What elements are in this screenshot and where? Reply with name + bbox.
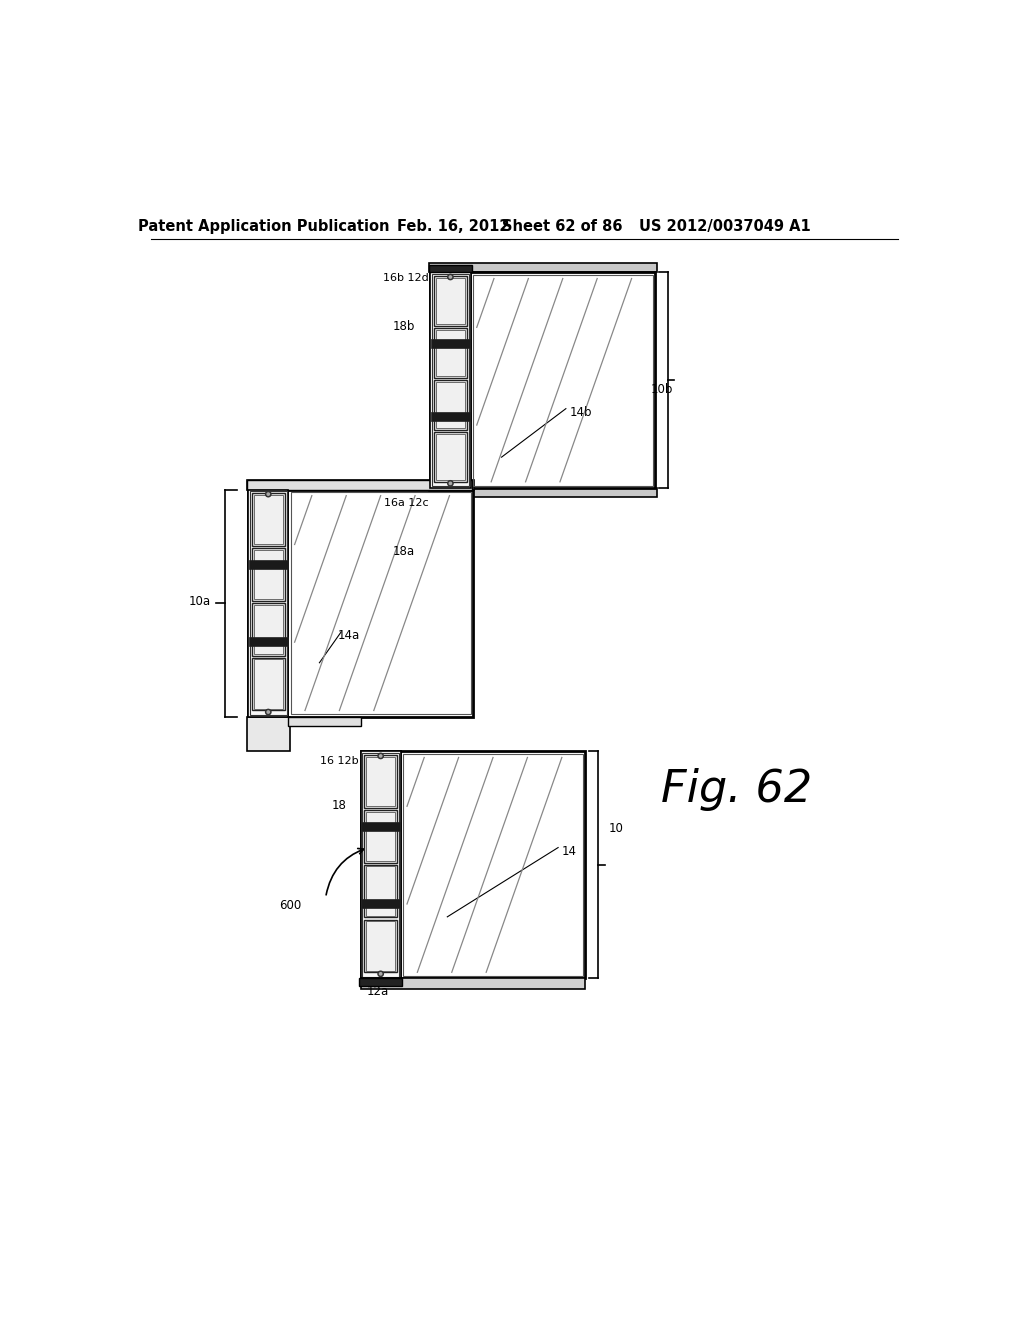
Bar [291, 492, 471, 714]
Bar [254, 605, 283, 655]
Text: US 2012/0037049 A1: US 2012/0037049 A1 [639, 219, 811, 234]
Bar [431, 412, 470, 421]
Bar [252, 657, 285, 710]
Bar [429, 488, 472, 491]
Circle shape [267, 492, 269, 495]
Bar [361, 899, 400, 908]
Bar [430, 272, 471, 488]
Bar [429, 264, 472, 272]
Circle shape [447, 275, 453, 280]
Bar [365, 755, 397, 808]
Text: 14a: 14a [337, 630, 359, 643]
Text: 18a: 18a [392, 545, 415, 557]
Bar [254, 660, 283, 709]
Bar [365, 865, 397, 917]
Circle shape [267, 711, 269, 713]
Text: 16a 12c: 16a 12c [384, 498, 429, 508]
Bar [360, 751, 400, 978]
Bar [360, 751, 586, 978]
Circle shape [265, 491, 271, 496]
Circle shape [380, 755, 382, 758]
Bar [434, 380, 467, 430]
Bar [403, 754, 583, 977]
Bar [366, 756, 395, 807]
Text: 10b: 10b [651, 383, 674, 396]
Bar [434, 276, 467, 326]
Bar [435, 330, 465, 376]
Circle shape [378, 972, 383, 977]
Bar [247, 717, 290, 751]
Bar [249, 560, 288, 569]
Bar [431, 339, 470, 348]
Text: 14: 14 [562, 845, 577, 858]
Bar [360, 978, 586, 989]
Bar [252, 494, 285, 546]
Text: Patent Application Publication: Patent Application Publication [138, 219, 389, 234]
Text: 16b 12d: 16b 12d [383, 273, 429, 282]
Bar [435, 434, 465, 480]
Bar [366, 866, 395, 916]
Bar [248, 490, 289, 717]
Text: Fig. 62: Fig. 62 [660, 768, 812, 812]
Circle shape [447, 480, 453, 486]
Bar [435, 381, 465, 428]
Bar [361, 821, 400, 830]
Bar [429, 263, 656, 272]
Bar [249, 638, 288, 647]
Bar [362, 752, 399, 977]
Text: 18: 18 [332, 799, 346, 812]
Circle shape [265, 709, 271, 714]
Circle shape [450, 482, 452, 484]
Text: 16 12b: 16 12b [321, 756, 359, 767]
Bar [366, 921, 395, 970]
Text: 10: 10 [608, 822, 624, 834]
Bar [252, 548, 285, 601]
Circle shape [380, 973, 382, 975]
Bar [365, 810, 397, 862]
Text: 600: 600 [280, 899, 302, 912]
Bar [254, 549, 283, 599]
Bar [252, 603, 285, 656]
Circle shape [450, 276, 452, 279]
Text: 18b: 18b [392, 319, 415, 333]
Text: Sheet 62 of 86: Sheet 62 of 86 [502, 219, 623, 234]
Text: 10a: 10a [188, 594, 210, 607]
Bar [434, 329, 467, 378]
Bar [247, 480, 474, 490]
Bar [250, 491, 287, 715]
Bar [429, 488, 656, 498]
Bar [365, 920, 397, 973]
Bar [435, 277, 465, 325]
Bar [473, 275, 652, 486]
Bar [359, 978, 402, 986]
Bar [254, 495, 283, 544]
Text: 12a: 12a [367, 985, 389, 998]
Bar [432, 275, 469, 487]
Bar [247, 480, 472, 490]
Bar [248, 490, 473, 717]
Bar [366, 812, 395, 861]
Bar [430, 272, 655, 488]
Circle shape [378, 754, 383, 759]
Bar [289, 717, 360, 726]
Bar [434, 432, 467, 482]
Text: 14b: 14b [569, 407, 592, 418]
Text: Feb. 16, 2012: Feb. 16, 2012 [397, 219, 510, 234]
